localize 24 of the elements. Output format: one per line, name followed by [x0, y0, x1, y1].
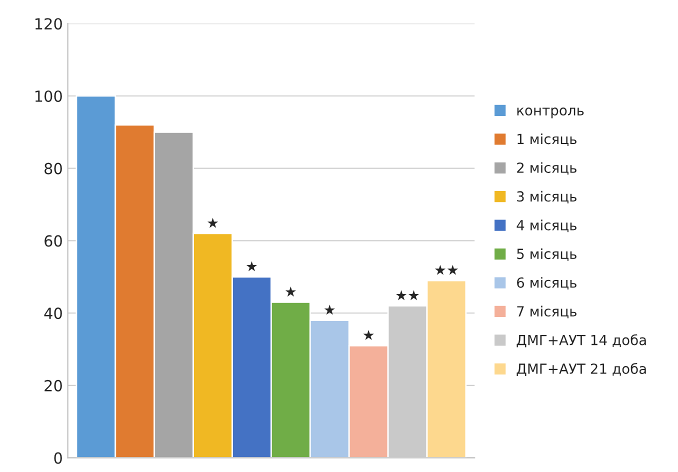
- data-label: ★: [363, 330, 374, 340]
- data-label: ★: [324, 304, 335, 315]
- legend-label: 7 місяць: [517, 306, 576, 318]
- legend-label: 6 місяць: [517, 277, 576, 290]
- legend-label: контроль: [517, 108, 584, 118]
- y-tick-label: 20: [44, 380, 62, 392]
- data-label: ★★: [434, 264, 458, 275]
- legend-label: ДМГ+АУТ 14 доба: [516, 334, 646, 348]
- y-tick-label: 40: [44, 308, 62, 320]
- data-label: ★★: [396, 290, 420, 300]
- y-tick-label: 80: [44, 162, 62, 174]
- legend-label: 2 місяць: [517, 162, 576, 175]
- y-tick-label: 120: [35, 18, 62, 30]
- y-tick-label: 100: [35, 90, 62, 102]
- data-label: ★: [285, 286, 296, 297]
- legend-label: 3 місяць: [517, 190, 576, 204]
- data-label: ★: [246, 261, 258, 272]
- legend-label: 4 місяць: [516, 220, 576, 232]
- y-tick-label: 0: [54, 452, 62, 464]
- y-tick-label: 60: [44, 235, 62, 247]
- legend-label: 5 місяць: [517, 248, 576, 261]
- data-label: ★: [207, 218, 218, 228]
- legend-label: ДМГ+АУТ 21 доба: [516, 363, 646, 376]
- legend-label: 1 місяць: [518, 133, 576, 146]
